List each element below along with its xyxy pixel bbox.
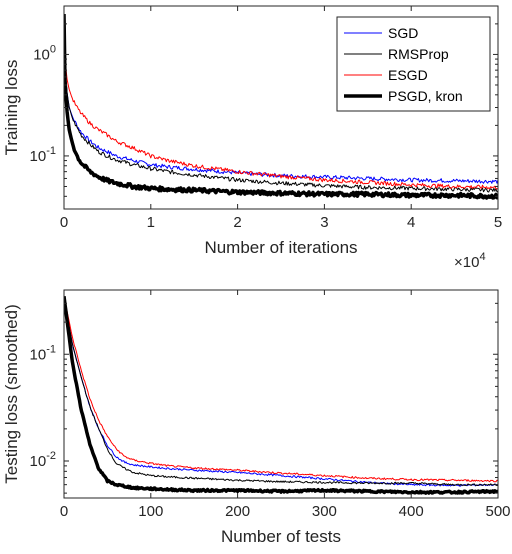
x-axis-title: Number of iterations — [204, 238, 357, 257]
y-tick-exponent: -2 — [46, 450, 56, 462]
x-tick-label: 0 — [60, 214, 68, 231]
y-tick-exponent: -1 — [46, 343, 56, 355]
y-tick-label: 100 — [33, 43, 56, 63]
x-tick-label: 500 — [485, 503, 510, 520]
x-multiplier-base: ×10 — [454, 254, 479, 271]
series-line-psgd-kron — [64, 13, 498, 200]
x-tick-label: 1 — [147, 214, 155, 231]
x-tick-label: 400 — [399, 503, 424, 520]
y-tick-exponent: -1 — [46, 145, 56, 157]
x-multiplier-exponent: 4 — [479, 251, 485, 263]
x-tick-label: 300 — [312, 503, 337, 520]
series-line-sgd — [64, 296, 498, 487]
y-tick-base: 10 — [30, 453, 47, 470]
series-group — [64, 13, 498, 200]
y-tick-label: 10-1 — [30, 343, 56, 363]
axes-box — [63, 289, 499, 499]
x-tick-label: 200 — [225, 503, 250, 520]
y-tick-base: 10 — [30, 346, 47, 363]
x-tick-label: 2 — [233, 214, 241, 231]
y-axis-title: Training loss — [2, 60, 21, 156]
series-line-psgd-kron — [64, 295, 498, 495]
legend-label: RMSProp — [388, 46, 449, 62]
x-axis-multiplier: ×104 — [454, 251, 486, 271]
x-tick-label: 3 — [320, 214, 328, 231]
x-tick-label: 0 — [60, 503, 68, 520]
y-tick-base: 10 — [30, 148, 47, 165]
legend-label: SGD — [388, 25, 418, 41]
series-line-rmsprop — [64, 13, 498, 193]
x-tick-label: 100 — [138, 503, 163, 520]
series-line-esgd — [64, 13, 498, 190]
legend-label: ESGD — [388, 67, 428, 83]
y-tick-exponent: 0 — [50, 43, 56, 55]
x-tick-label: 5 — [494, 214, 502, 231]
series-line-rmsprop — [64, 296, 498, 486]
y-axis-title: Testing loss (smoothed) — [2, 304, 21, 484]
x-axis-title: Number of tests — [221, 527, 341, 546]
y-tick-label: 10-2 — [30, 450, 56, 470]
legend: SGD RMSProp ESGD PSGD, kron — [336, 16, 491, 112]
y-tick-label: 10-1 — [30, 145, 56, 165]
legend-label: PSGD, kron — [388, 88, 463, 104]
y-tick-base: 10 — [33, 46, 50, 63]
x-tick-label: 4 — [407, 214, 415, 231]
series-line-esgd — [64, 296, 498, 483]
series-group — [64, 295, 498, 495]
